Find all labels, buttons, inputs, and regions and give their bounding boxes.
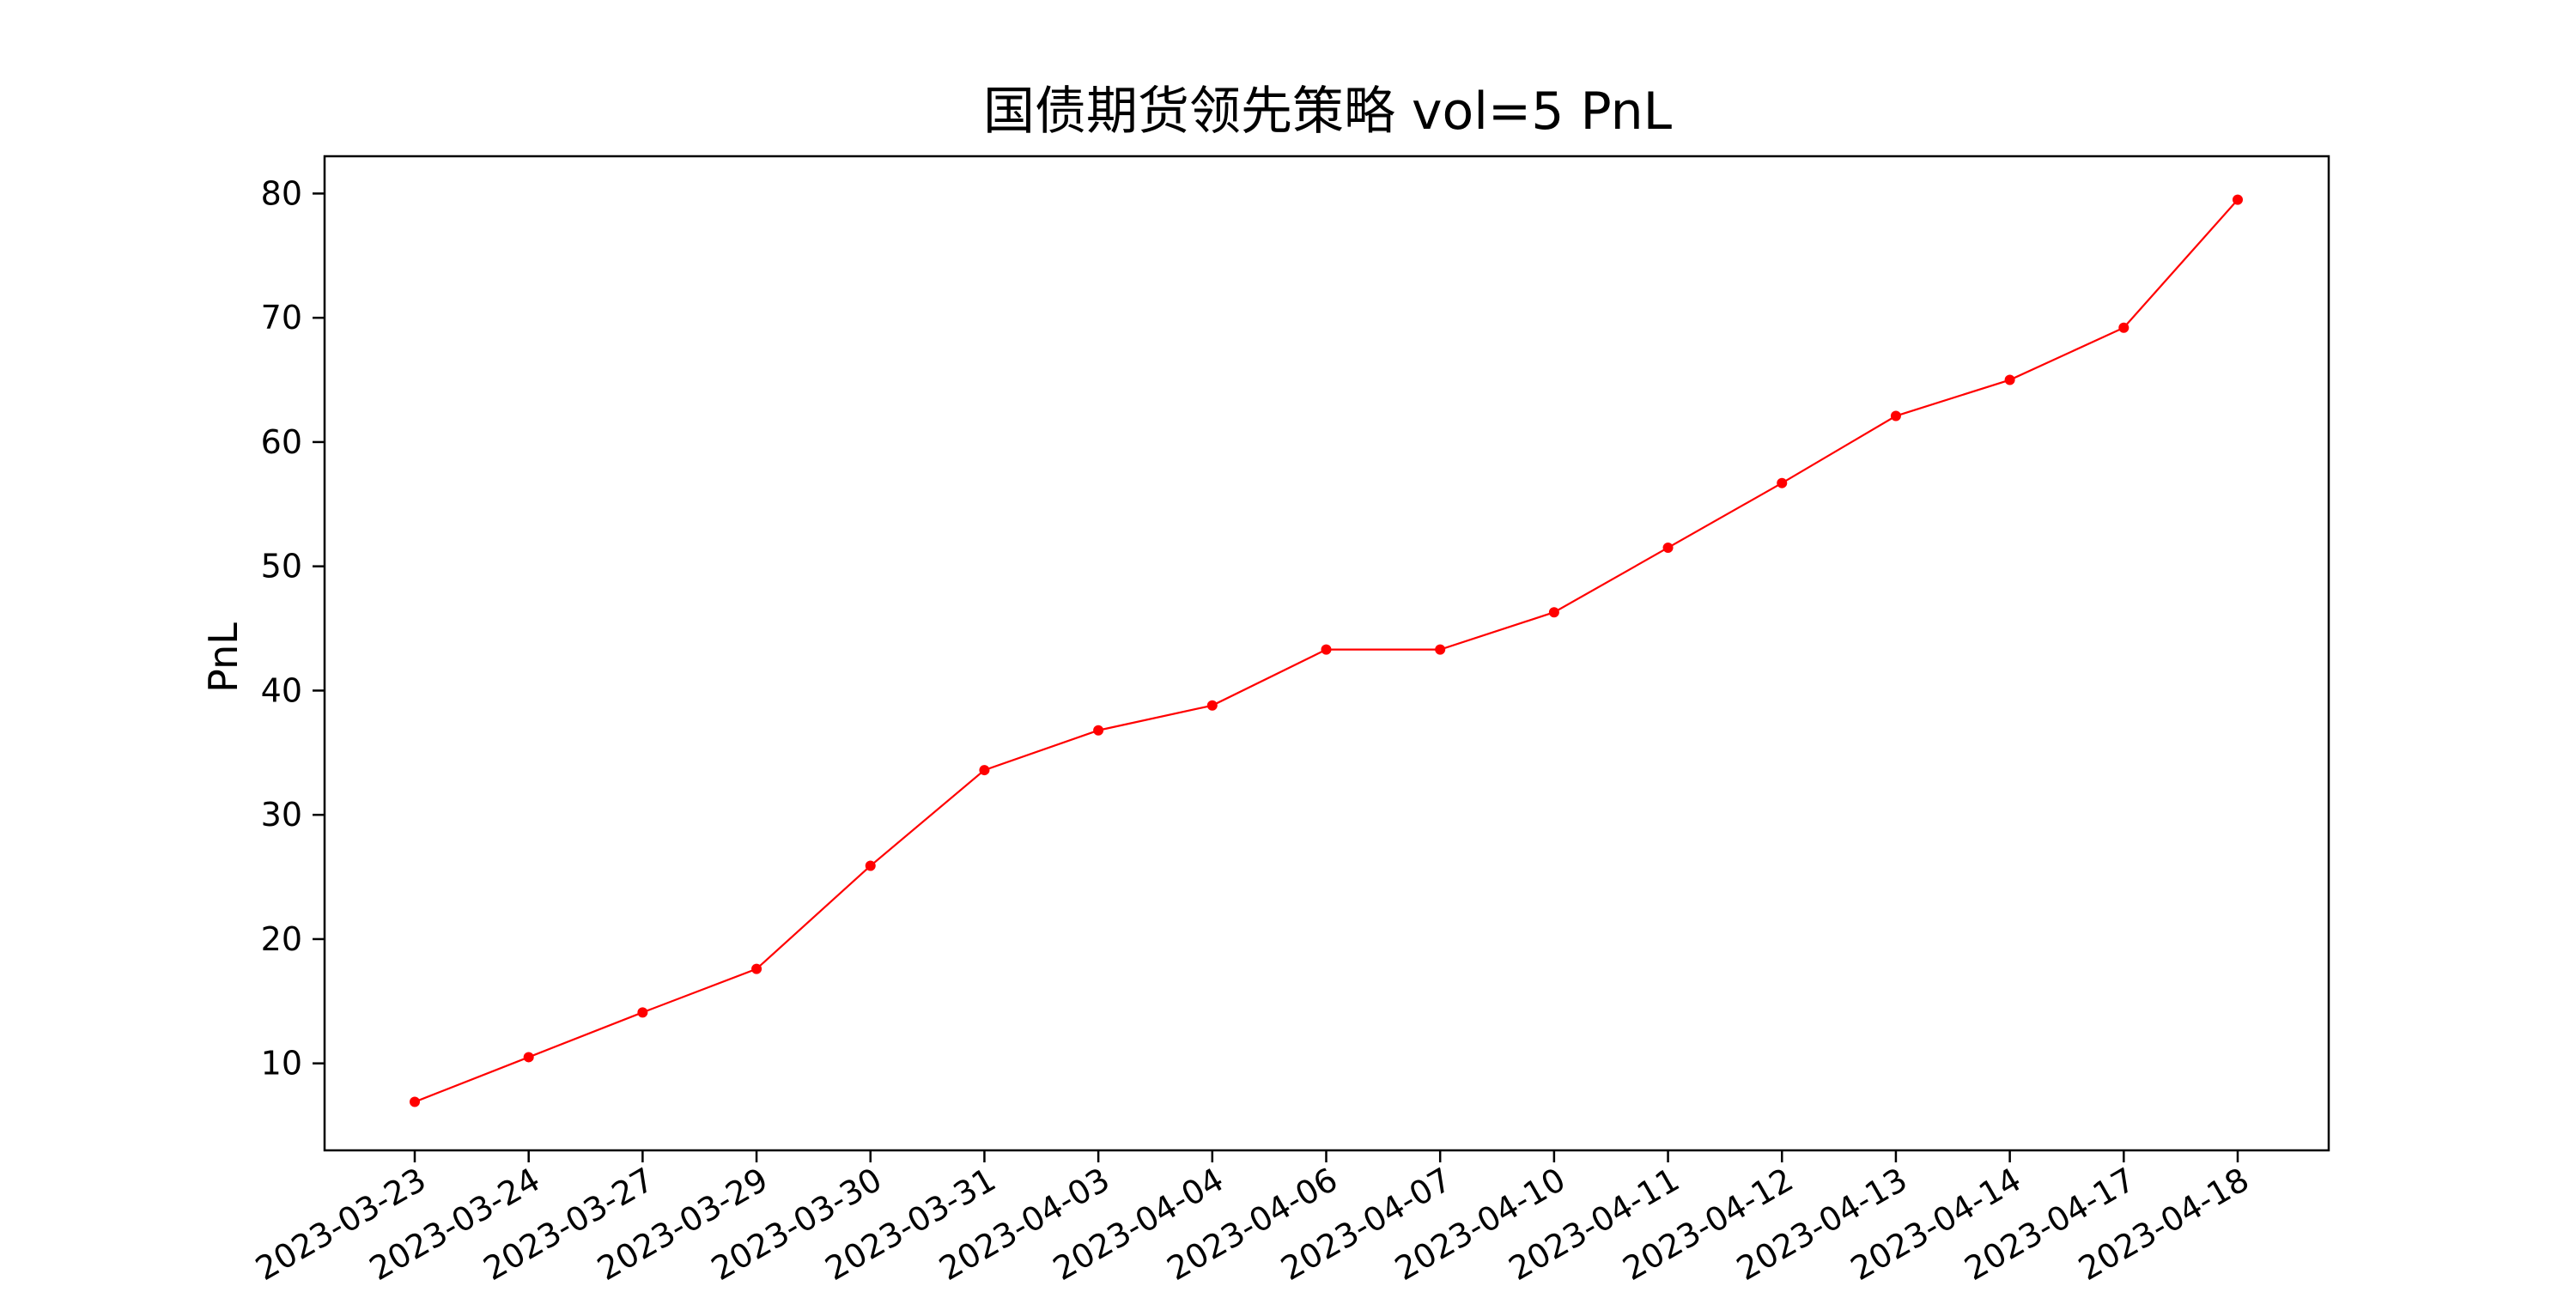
data-point (637, 1007, 648, 1018)
y-axis-label: PnL (200, 622, 246, 693)
data-point (751, 963, 762, 974)
data-point (1206, 700, 1218, 711)
y-tick-label: 40 (261, 671, 302, 709)
chart-title: 国债期货领先策略 vol=5 PnL (983, 82, 1673, 142)
data-point (2004, 374, 2015, 385)
data-point (1435, 644, 1446, 655)
data-point (1321, 644, 1332, 655)
y-tick-label: 80 (261, 174, 302, 212)
data-point (979, 765, 990, 776)
y-tick-label: 20 (261, 920, 302, 958)
data-point (865, 860, 876, 871)
y-ticks: 10 20 30 40 50 60 70 80 (261, 174, 325, 1083)
y-tick-label: 10 (261, 1045, 302, 1083)
data-point (1890, 410, 1901, 422)
data-point (523, 1052, 534, 1063)
y-tick-label: 60 (261, 423, 302, 461)
data-point (2233, 194, 2243, 205)
x-ticks: 2023-03-232023-03-242023-03-272023-03-29… (249, 1150, 2256, 1288)
plot-frame (323, 155, 2330, 1152)
y-tick-label: 50 (261, 548, 302, 585)
y-tick-label: 70 (261, 299, 302, 337)
data-point (1777, 477, 1788, 488)
y-tick-label: 30 (261, 796, 302, 834)
series-layer (410, 194, 2243, 1107)
data-point (1548, 607, 1559, 618)
data-point (1093, 725, 1104, 736)
data-point (1662, 542, 1674, 553)
data-point (410, 1096, 420, 1107)
data-point (2118, 322, 2129, 333)
